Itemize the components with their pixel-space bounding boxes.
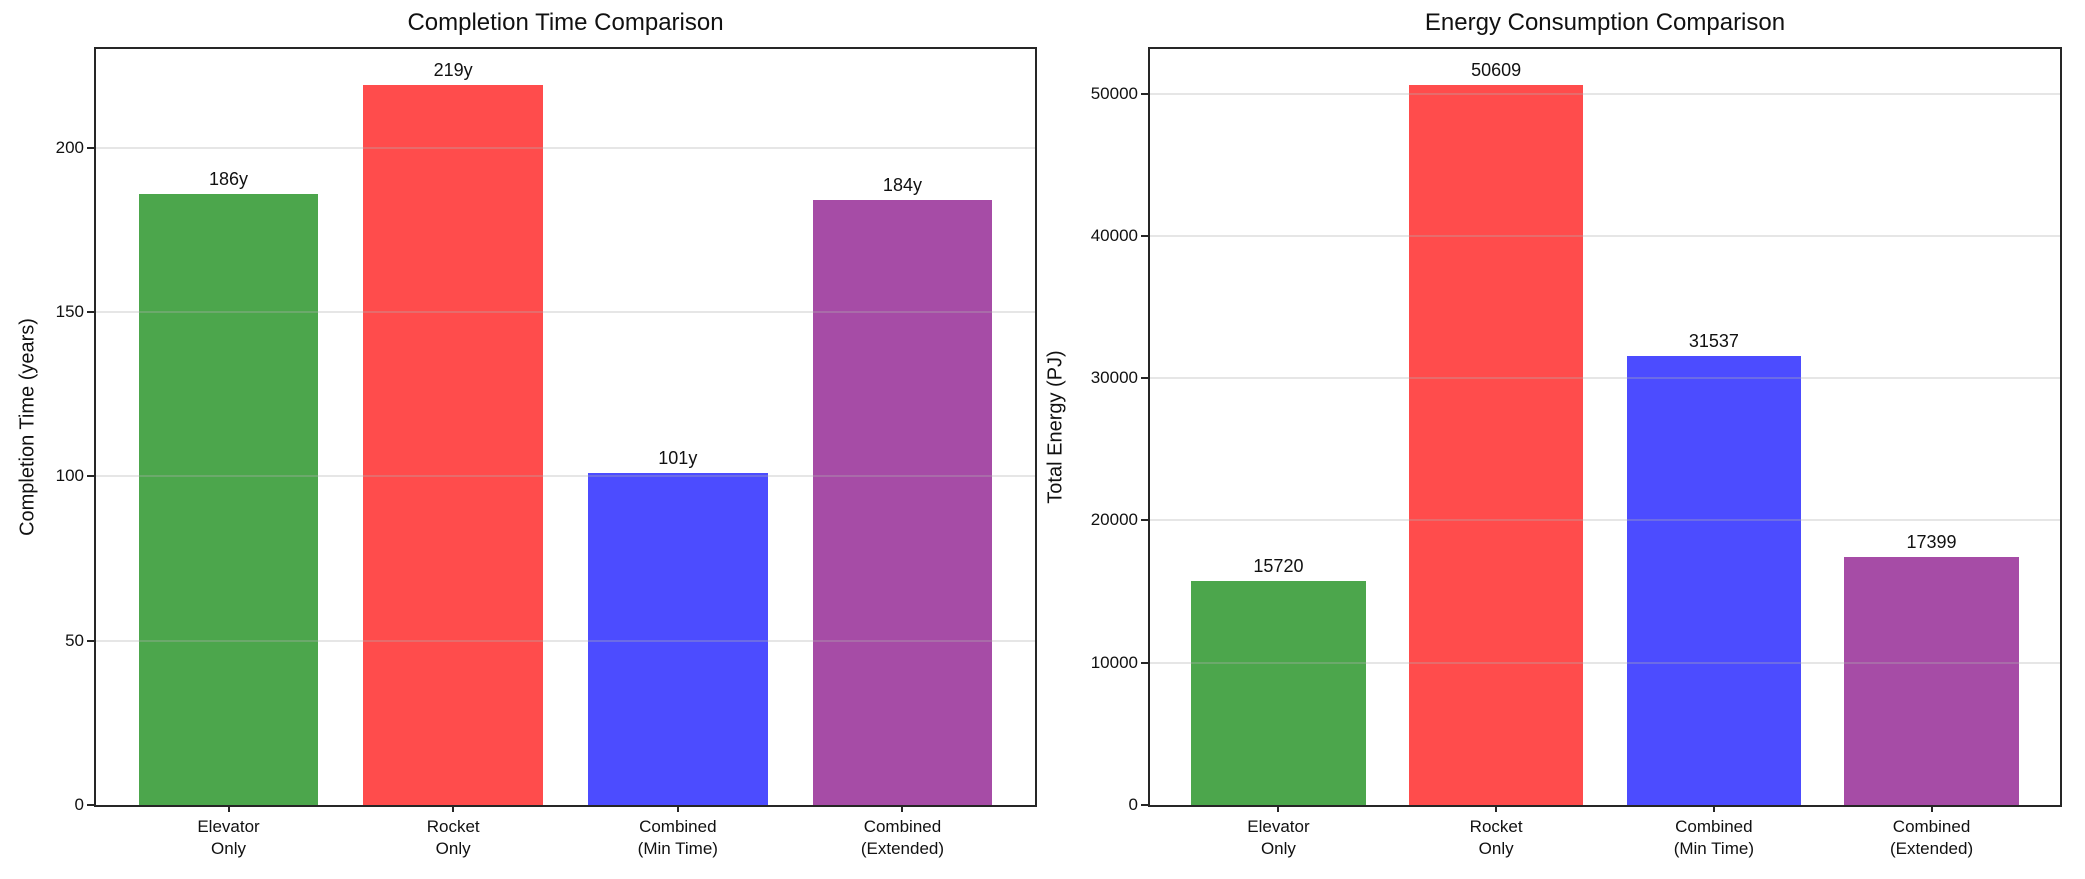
y-tick-label: 50	[65, 630, 84, 650]
x-tick-mark	[452, 805, 455, 812]
bar	[138, 193, 319, 805]
x-tick-label: Combined (Extended)	[1890, 816, 1973, 860]
bar-value-label: 50609	[1471, 60, 1522, 80]
energy-consumption-chart: Energy Consumption Comparison Total Ener…	[1045, 0, 2062, 879]
gridline	[1150, 519, 2060, 522]
y-tick-mark	[87, 146, 94, 149]
bar-value-label: 15720	[1253, 556, 1304, 577]
x-tick-label-line: Only	[211, 839, 247, 858]
bar	[1191, 581, 1366, 805]
x-tick-mark	[676, 805, 679, 812]
bar-value-label: 31537	[1688, 331, 1739, 352]
y-tick-mark	[87, 639, 94, 642]
bar	[1844, 557, 2019, 805]
y-tick-mark	[87, 804, 94, 806]
bar	[1626, 356, 1801, 805]
x-tick-label-line: (Min Time)	[637, 839, 718, 858]
x-tick-label-line: Combined	[639, 817, 717, 836]
x-tick-label-line: Combined	[863, 817, 942, 836]
x-tick-mark	[901, 805, 904, 812]
bar-value-label: 101y	[658, 448, 698, 469]
y-axis-label: Completion Time (years)	[16, 318, 39, 536]
y-tick-label: 150	[55, 301, 84, 321]
gridline	[1150, 234, 2060, 237]
x-tick-label-line: Elevator	[1247, 817, 1310, 836]
y-tick-mark	[1141, 661, 1148, 664]
bar	[812, 200, 993, 805]
y-tick-label: 200	[55, 137, 84, 157]
x-tick-label-line: Rocket	[426, 817, 480, 836]
x-tick-label-line: Only	[1260, 839, 1296, 858]
x-tick-mark	[1712, 805, 1715, 812]
y-tick-label: 0	[74, 795, 84, 814]
bar-value-label: 186y	[209, 168, 249, 189]
x-tick-label: Combined (Min Time)	[1674, 816, 1754, 860]
chart-title: Energy Consumption Comparison	[1424, 9, 1786, 36]
x-tick-mark	[1495, 805, 1498, 812]
x-tick-label: Rocket Only	[1470, 816, 1523, 860]
x-tick-label-line: (Extended)	[860, 839, 945, 858]
y-tick-mark	[1141, 804, 1148, 806]
plot-area: 0 10000 20000 30000 40000 50000 15720 Elevator O…	[1091, 47, 2062, 858]
gridline	[96, 146, 1035, 149]
bar-value-label: 219y	[433, 60, 473, 81]
y-tick-label: 0	[1128, 795, 1138, 814]
x-tick-label-line: Rocket	[1469, 817, 1523, 836]
x-tick-mark	[227, 805, 230, 812]
x-tick-label-line: Only	[435, 839, 471, 858]
y-tick-mark	[1141, 519, 1148, 522]
bar	[587, 473, 768, 805]
x-tick-label-line: Elevator	[197, 817, 260, 836]
x-tick-label: Rocket Only	[427, 816, 480, 860]
bar	[363, 85, 544, 805]
x-tick-label-line: Combined	[1892, 817, 1971, 836]
x-tick-label-line: (Extended)	[1889, 839, 1974, 858]
x-tick-label-line: Combined	[1675, 817, 1753, 836]
y-tick-mark	[1141, 92, 1148, 95]
y-tick-label: 50000	[1090, 83, 1138, 103]
y-tick-label: 30000	[1090, 368, 1138, 388]
y-tick-label: 10000	[1090, 652, 1138, 672]
y-tick-mark	[1141, 234, 1148, 237]
completion-time-chart: Completion Time Comparison Completion Ti…	[17, 0, 1037, 879]
x-tick-label: Elevator Only	[197, 816, 259, 860]
x-tick-label-line: (Min Time)	[1673, 839, 1754, 858]
chart-title: Completion Time Comparison	[407, 9, 724, 36]
y-tick-mark	[1141, 377, 1148, 380]
x-tick-label: Combined (Extended)	[861, 816, 944, 860]
x-tick-label: Elevator Only	[1247, 816, 1309, 860]
x-tick-label-line: Only	[1478, 839, 1514, 858]
bar-value-label: 17399	[1906, 532, 1957, 553]
y-tick-label: 20000	[1090, 510, 1138, 530]
gridline	[1150, 377, 2060, 380]
y-tick-label: 40000	[1090, 225, 1138, 245]
y-tick-mark	[87, 475, 94, 478]
x-tick-mark	[1930, 805, 1933, 812]
bar	[1409, 85, 1584, 805]
y-tick-label: 100	[55, 466, 84, 486]
plot-area: 0 50 100 150 200 186y Elevator Only 219y Rocket On…	[56, 47, 1037, 858]
x-tick-mark	[1277, 805, 1280, 812]
x-tick-label: Combined (Min Time)	[638, 816, 718, 860]
y-axis-label: Total Energy (PJ)	[1044, 350, 1067, 504]
bar-value-label: 184y	[882, 175, 922, 196]
gridline	[1150, 92, 2060, 95]
y-tick-mark	[87, 310, 94, 313]
